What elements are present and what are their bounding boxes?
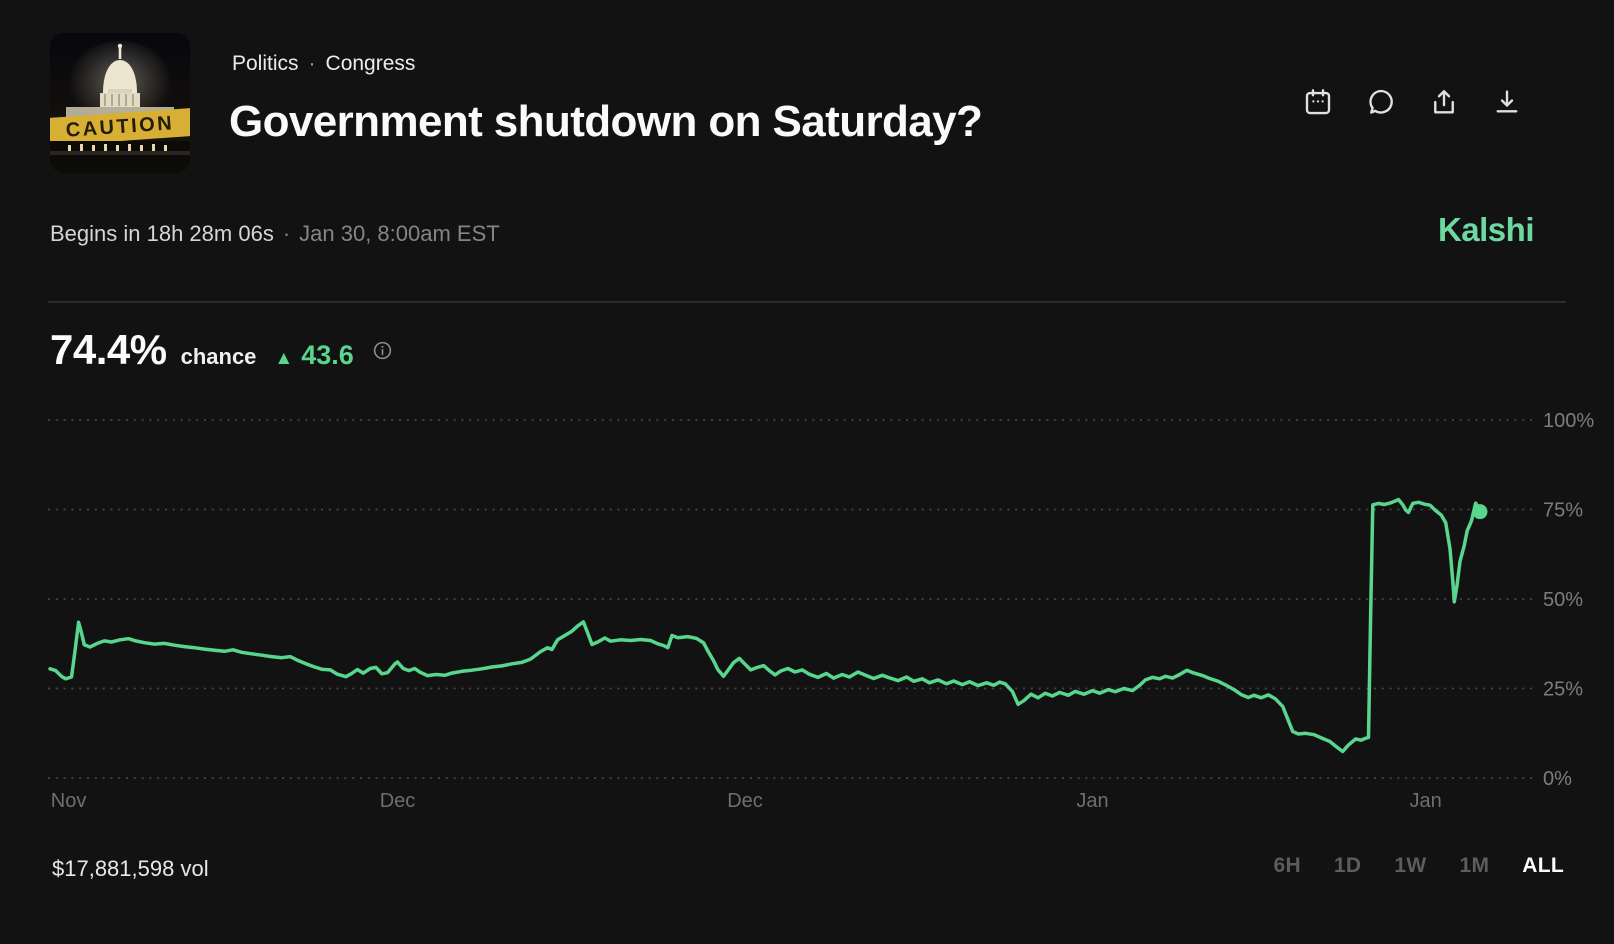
range-selector: 6H 1D 1W 1M ALL	[1273, 854, 1564, 878]
y-axis-label: 75%	[1543, 500, 1583, 522]
page-title: Government shutdown on Saturday?	[229, 97, 983, 146]
info-icon	[373, 341, 391, 360]
end-point-marker	[1472, 504, 1488, 520]
share-icon	[1434, 90, 1454, 114]
chance-value: 74.4%	[50, 326, 167, 373]
volume-text: $17,881,598 vol	[52, 856, 209, 881]
range-button-1w[interactable]: 1W	[1394, 854, 1427, 877]
x-axis-label: Jan	[1410, 790, 1442, 812]
breadcrumb-subcategory[interactable]: Congress	[325, 52, 416, 75]
x-axis-label: Dec	[380, 790, 416, 812]
y-axis-label: 0%	[1543, 768, 1572, 790]
calendar-button[interactable]	[1303, 87, 1333, 117]
info-button[interactable]	[372, 340, 393, 366]
download-icon	[1496, 90, 1518, 113]
timing-separator: ·	[282, 221, 291, 246]
x-axis-label: Jan	[1076, 790, 1108, 812]
market-thumbnail: CAUTION	[50, 33, 190, 173]
breadcrumb-category[interactable]: Politics	[232, 52, 299, 75]
range-button-6h[interactable]: 6H	[1273, 854, 1301, 877]
download-button[interactable]	[1492, 87, 1522, 117]
calendar-icon	[1305, 89, 1331, 115]
change-value: 43.6	[301, 340, 354, 370]
breadcrumb: Politics · Congress	[232, 52, 415, 76]
range-button-1d[interactable]: 1D	[1333, 854, 1362, 877]
comment-button[interactable]	[1366, 87, 1396, 117]
start-time: Jan 30, 8:00am EST	[299, 221, 500, 246]
chance-change: ▲ 43.6	[274, 340, 353, 371]
chance-label: chance	[180, 344, 257, 369]
y-axis-label: 100%	[1543, 410, 1594, 432]
capitol-caution-image: CAUTION	[50, 33, 190, 173]
y-axis-label: 50%	[1543, 589, 1583, 611]
header-actions	[1303, 87, 1522, 117]
y-axis-label: 25%	[1543, 679, 1583, 701]
event-timing: Begins in 18h 28m 06s · Jan 30, 8:00am E…	[50, 221, 500, 247]
x-axis-label: Nov	[51, 790, 87, 812]
x-axis-label: Dec	[727, 790, 763, 812]
countdown-text: Begins in 18h 28m 06s	[50, 221, 274, 246]
comment-icon	[1369, 89, 1393, 114]
header-divider	[48, 301, 1566, 303]
kalshi-logo[interactable]: Kalshi	[1437, 211, 1535, 248]
caution-tape: CAUTION	[50, 107, 190, 147]
range-button-all[interactable]: ALL	[1522, 854, 1564, 877]
range-button-1m[interactable]: 1M	[1459, 854, 1490, 877]
price-line[interactable]	[48, 497, 1482, 754]
chance-row: 74.4% chance ▲ 43.6	[50, 326, 393, 374]
breadcrumb-separator: ·	[308, 52, 316, 75]
up-triangle-icon: ▲	[274, 348, 294, 369]
share-button[interactable]	[1429, 87, 1459, 117]
